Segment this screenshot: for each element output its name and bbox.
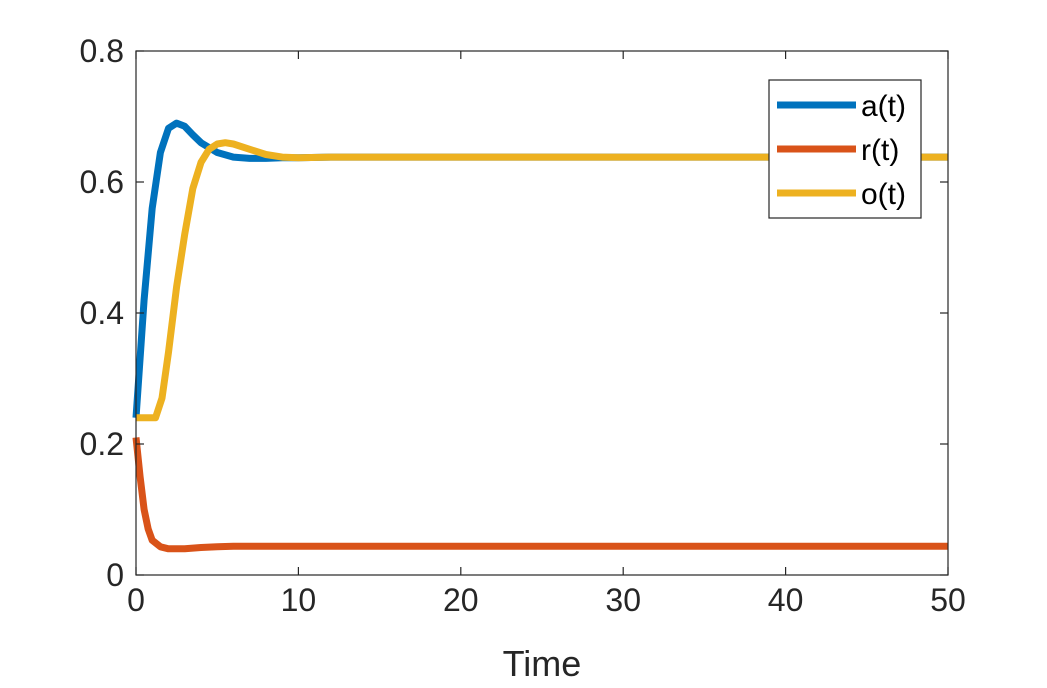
legend-label: o(t) xyxy=(861,178,906,211)
series-line-3 xyxy=(136,139,948,422)
x-tick-label: 20 xyxy=(443,582,479,618)
x-tick-label: 0 xyxy=(127,582,145,618)
tick-labels: 0 10 20 30 40 50 0 0.2 0.4 0.6 0.8 xyxy=(80,33,966,618)
y-tick-label: 0.6 xyxy=(80,164,124,200)
y-tick-label: 0.2 xyxy=(80,426,124,462)
y-tick-label: 0.8 xyxy=(80,33,124,69)
y-tick-label: 0.4 xyxy=(80,295,124,331)
axis-ticks xyxy=(135,50,949,576)
x-tick-label: 30 xyxy=(605,582,641,618)
plot-lines xyxy=(132,119,948,553)
legend: a(t) r(t) o(t) xyxy=(768,79,922,219)
legend-label: a(t) xyxy=(861,90,906,123)
x-tick-label: 10 xyxy=(281,582,317,618)
x-tick-label: 40 xyxy=(768,582,804,618)
x-tick-label: 50 xyxy=(930,582,966,618)
y-tick-label: 0 xyxy=(106,557,124,593)
series-line-2 xyxy=(132,437,948,553)
x-axis-title: Time xyxy=(503,643,582,684)
legend-label: r(t) xyxy=(861,134,899,167)
